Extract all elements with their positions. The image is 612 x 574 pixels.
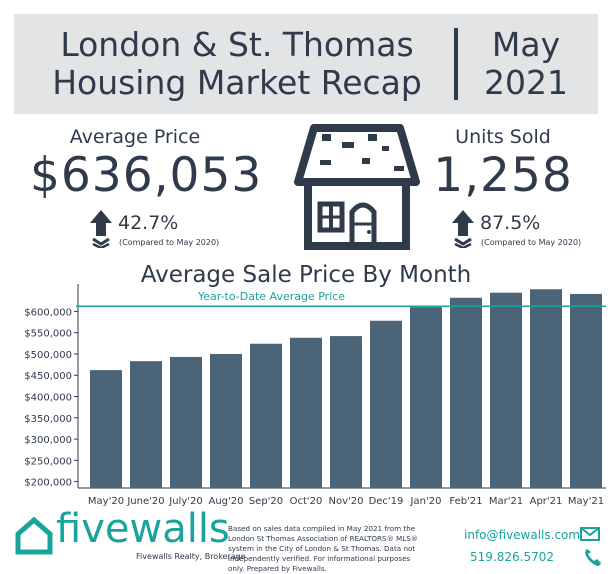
up-arrow-icon: [90, 210, 112, 248]
y-tick-label: $550,000: [24, 329, 72, 340]
header-divider: [454, 28, 458, 100]
units-sold-label: Units Sold: [455, 126, 551, 148]
up-arrow-icon: [452, 210, 474, 248]
x-tick-label: Mar'21: [489, 496, 523, 507]
bar: [290, 337, 322, 488]
x-tick-label: Nov'20: [329, 496, 364, 507]
chart-title: Average Sale Price By Month: [140, 262, 472, 288]
bar: [570, 293, 602, 488]
x-tick-label: Aug'20: [209, 496, 244, 507]
x-tick-label: Feb'21: [449, 496, 482, 507]
units-sold-change-note: (Compared to May 2020): [481, 238, 582, 247]
y-tick-label: $250,000: [24, 456, 72, 467]
avg-price-value: $636,053: [30, 148, 263, 203]
x-tick-label: June'20: [126, 496, 164, 507]
header-banner: London & St. Thomas Housing Market Recap…: [14, 14, 598, 114]
bar: [450, 297, 482, 488]
y-tick-label: $350,000: [24, 414, 72, 425]
units-sold-change: 87.5%: [480, 212, 541, 234]
x-tick-label: Apr'21: [530, 496, 563, 507]
title-line-2: Housing Market Recap: [52, 63, 422, 102]
bar: [130, 361, 162, 488]
house-logo-icon: [15, 516, 53, 555]
bar: [530, 289, 562, 488]
report-year: 2021: [484, 63, 568, 102]
report-period: May 2021: [466, 26, 586, 102]
bar: [490, 292, 522, 488]
x-tick-label: May'20: [88, 496, 124, 507]
brand-subtitle: Fivewalls Realty, Brokerage: [136, 552, 246, 561]
bar: [410, 307, 442, 488]
x-tick-label: May'21: [568, 496, 604, 507]
y-tick-label: $300,000: [24, 435, 72, 446]
y-tick-label: $600,000: [24, 307, 72, 318]
units-sold-value: 1,258: [433, 148, 573, 203]
x-tick-label: Oct'20: [290, 496, 323, 507]
title-line-1: London & St. Thomas: [60, 25, 414, 64]
y-tick-label: $500,000: [24, 350, 72, 361]
contact-phone-link[interactable]: 519.826.5702: [470, 550, 554, 564]
bar: [170, 356, 202, 488]
y-tick-label: $200,000: [24, 478, 72, 489]
x-tick-label: July'20: [168, 496, 202, 507]
y-tick-label: $450,000: [24, 371, 72, 382]
phone-icon[interactable]: [584, 547, 602, 567]
x-tick-label: Sep'20: [249, 496, 283, 507]
bar: [370, 320, 402, 488]
bar: [210, 353, 242, 488]
contact-email-link[interactable]: info@fivewalls.com: [464, 528, 581, 542]
disclaimer-text: Based on sales data compiled in May 2021…: [228, 524, 418, 573]
bar: [330, 336, 362, 488]
x-tick-label: Dec'19: [369, 496, 404, 507]
avg-price-label: Average Price: [69, 126, 201, 148]
mail-icon[interactable]: [580, 527, 600, 541]
x-tick-label: Jan'20: [410, 496, 442, 507]
ytd-average-label: Year-to-Date Average Price: [198, 290, 346, 303]
avg-price-change: 42.7%: [118, 212, 179, 234]
bar: [250, 343, 282, 488]
report-month: May: [491, 25, 561, 64]
page-title: London & St. Thomas Housing Market Recap: [42, 26, 432, 102]
brand-name: fivewalls: [56, 506, 230, 552]
bar: [90, 370, 122, 488]
house-icon: [294, 124, 420, 250]
avg-price-change-note: (Compared to May 2020): [119, 238, 220, 247]
y-tick-label: $400,000: [24, 393, 72, 404]
bar-chart: $200,000 $250,000 $300,000 $350,000 $400,000…: [24, 284, 606, 507]
